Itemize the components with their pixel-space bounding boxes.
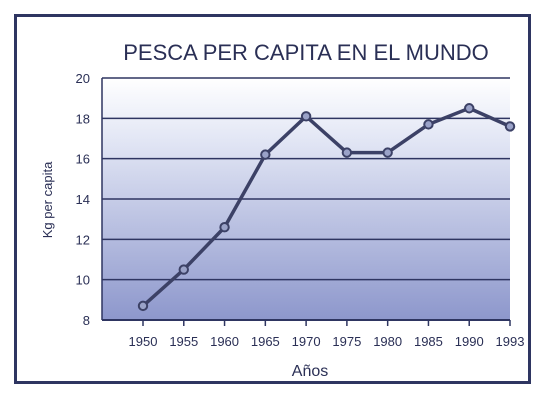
series-line: [141, 106, 511, 308]
data-point: [382, 147, 393, 158]
x-tick-label: 1985: [414, 334, 443, 349]
x-axis-label: Años: [292, 363, 328, 380]
data-point: [464, 103, 475, 114]
data-point: [137, 300, 149, 312]
y-tick-label: 16: [76, 152, 90, 167]
y-axis-label: Kg per capita: [40, 161, 55, 238]
x-tick-label: 1955: [169, 334, 198, 349]
data-point: [260, 149, 271, 160]
data-point: [423, 119, 434, 130]
data-point: [178, 264, 189, 275]
y-axis-ticks: 8 10 12 14 16 18 20: [76, 71, 90, 328]
data-point: [300, 111, 312, 122]
series-layer: [137, 103, 516, 312]
y-tick-label: 12: [76, 232, 90, 247]
y-tick-label: 14: [76, 192, 90, 207]
x-tick-label: 1975: [332, 334, 361, 349]
y-tick-label: 8: [83, 313, 90, 328]
data-point: [219, 222, 230, 233]
x-tick-label: 1993: [496, 334, 525, 349]
x-axis-ticks: 1950 1955 1960 1965 1970 1975 1980 1985 1990 1993: [129, 320, 525, 349]
y-tick-label: 20: [76, 71, 90, 86]
x-tick-label: 1965: [251, 334, 280, 349]
x-tick-label: 1950: [129, 334, 158, 349]
chart-title: PESCA PER CAPITA EN EL MUNDO: [123, 40, 489, 65]
data-point: [504, 121, 516, 132]
x-tick-label: 1960: [210, 334, 239, 349]
x-tick-label: 1990: [455, 334, 484, 349]
y-tick-label: 18: [76, 111, 90, 126]
y-tick-label: 10: [76, 273, 90, 288]
x-tick-label: 1980: [373, 334, 402, 349]
data-point: [341, 147, 353, 158]
x-tick-label: 1970: [292, 334, 321, 349]
